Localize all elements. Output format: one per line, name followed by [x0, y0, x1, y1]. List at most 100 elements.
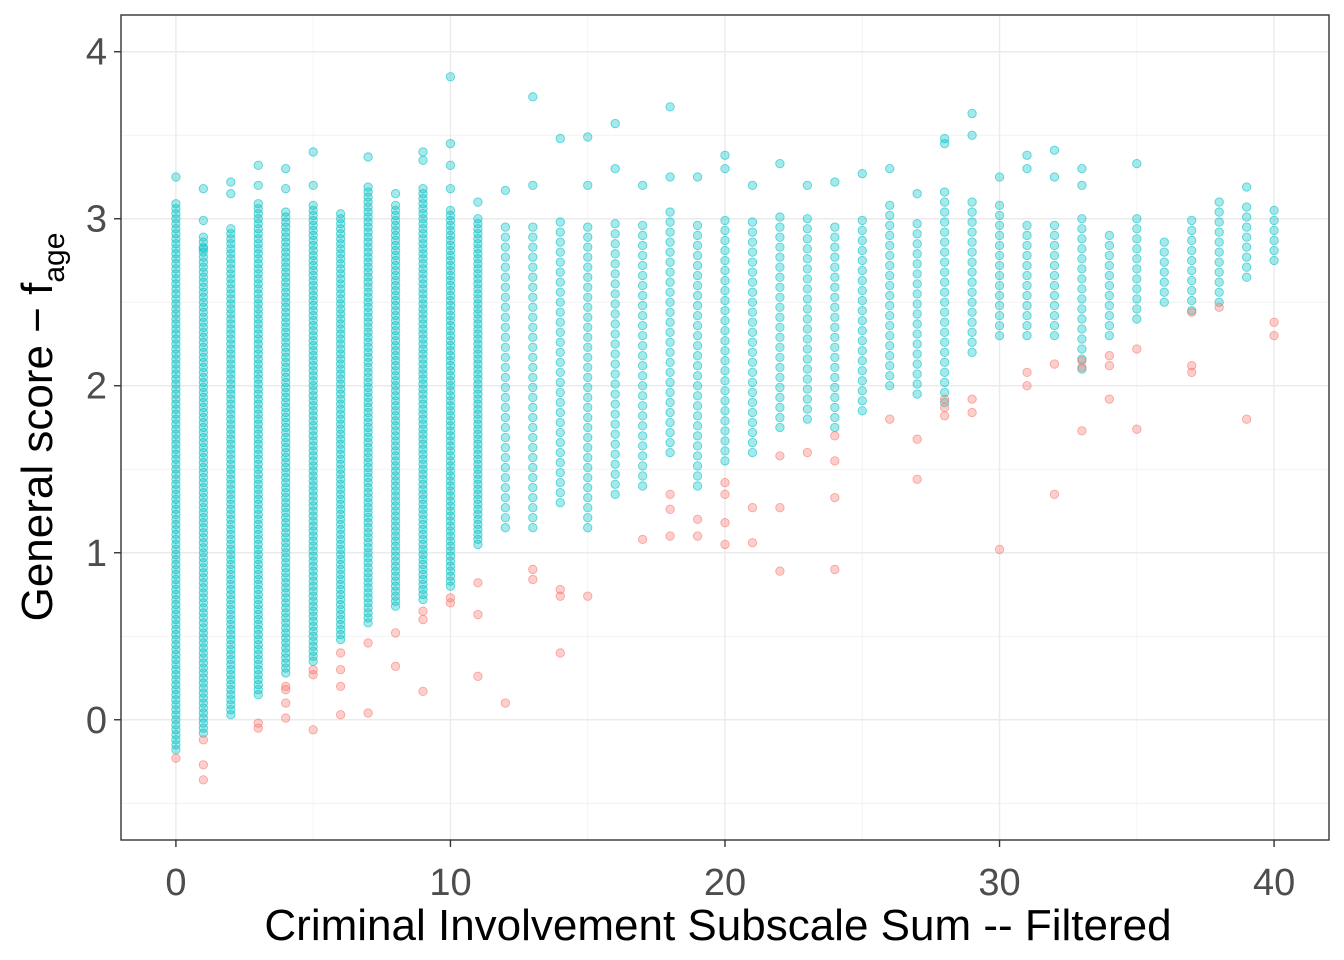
data-point	[720, 215, 730, 226]
data-point	[226, 269, 236, 279]
data-point	[253, 569, 263, 580]
data-point	[445, 461, 456, 471]
data-point	[390, 386, 401, 396]
data-point	[363, 472, 373, 483]
data-point	[335, 459, 346, 469]
data-point	[445, 486, 456, 496]
data-point	[445, 556, 456, 566]
data-point	[390, 591, 401, 601]
data-point	[171, 459, 181, 469]
data-point	[445, 366, 456, 376]
data-point	[335, 404, 346, 414]
data-point	[1132, 284, 1142, 294]
data-point	[390, 336, 401, 346]
data-point	[363, 217, 373, 227]
data-point	[253, 284, 263, 294]
data-point	[418, 574, 428, 585]
data-point	[390, 446, 401, 456]
data-point	[967, 337, 977, 347]
data-point	[528, 312, 538, 322]
data-point	[885, 381, 895, 391]
data-point	[171, 599, 181, 610]
data-point	[253, 489, 263, 499]
data-point	[281, 593, 291, 603]
data-point	[473, 479, 483, 489]
data-point	[857, 215, 867, 226]
data-point	[335, 564, 346, 575]
data-point	[253, 324, 263, 334]
data-point	[994, 290, 1005, 301]
data-point	[226, 634, 236, 645]
data-point	[253, 644, 263, 655]
data-point	[253, 434, 263, 444]
data-point	[308, 506, 318, 516]
data-point	[308, 466, 318, 476]
data-point	[802, 244, 813, 254]
data-point	[418, 589, 428, 600]
data-point	[171, 629, 181, 640]
y-tick-label: 3	[86, 199, 107, 241]
data-point	[198, 693, 209, 703]
data-point	[500, 232, 511, 242]
data-point	[418, 459, 428, 469]
data-point	[994, 300, 1005, 311]
data-point	[473, 424, 483, 434]
data-point	[226, 414, 236, 424]
data-point	[308, 361, 318, 371]
data-point	[171, 419, 181, 429]
data-point	[857, 396, 867, 406]
data-point	[253, 529, 263, 540]
data-point	[967, 267, 977, 277]
data-point	[253, 469, 263, 479]
data-point	[939, 397, 950, 408]
data-point	[830, 362, 840, 373]
data-point	[692, 451, 703, 461]
data-point	[198, 683, 209, 693]
data-point	[1132, 244, 1142, 254]
data-point	[967, 207, 977, 217]
data-point	[226, 474, 236, 484]
data-point	[226, 680, 236, 690]
data-point	[912, 239, 922, 249]
data-point	[363, 207, 373, 217]
data-point	[308, 601, 318, 611]
data-point	[1077, 362, 1087, 373]
data-point	[528, 222, 538, 232]
data-point	[390, 661, 401, 671]
data-point	[637, 421, 648, 431]
data-point	[253, 419, 263, 429]
data-point	[665, 102, 675, 112]
data-point	[939, 138, 950, 149]
data-point	[610, 118, 620, 129]
data-point	[390, 431, 401, 441]
data-point	[253, 544, 263, 555]
data-point	[583, 292, 593, 302]
data-point	[445, 421, 456, 431]
data-point	[583, 422, 593, 433]
data-point	[637, 451, 648, 461]
data-point	[198, 447, 209, 458]
data-point	[253, 339, 263, 349]
data-point	[500, 252, 511, 262]
data-point	[720, 376, 730, 386]
data-point	[226, 424, 236, 434]
y-tick-label: 4	[86, 32, 107, 74]
data-point	[198, 528, 209, 538]
data-point	[253, 639, 263, 650]
data-point	[390, 406, 401, 416]
data-point	[226, 705, 236, 715]
data-point	[692, 421, 703, 431]
data-point	[665, 531, 675, 541]
data-point	[363, 377, 373, 388]
data-point	[418, 334, 428, 344]
data-point	[637, 411, 648, 421]
data-point	[555, 487, 565, 498]
data-point	[363, 152, 373, 162]
data-point	[171, 584, 181, 595]
data-point	[308, 376, 318, 386]
data-point	[198, 558, 209, 568]
data-point	[473, 439, 483, 449]
data-point	[720, 285, 730, 296]
data-point	[610, 289, 620, 299]
y-axis-title-main: General score − f	[13, 282, 62, 621]
